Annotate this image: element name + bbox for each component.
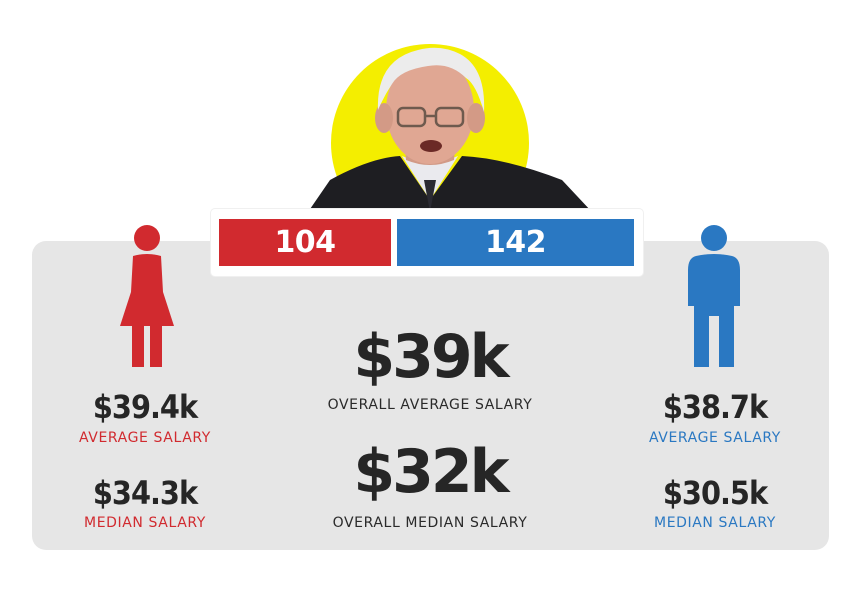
female-median-label: MEDIAN SALARY	[84, 515, 206, 531]
female-average-label: AVERAGE SALARY	[79, 430, 211, 446]
male-average-label: AVERAGE SALARY	[649, 430, 781, 446]
overall-median-value: $32k	[353, 437, 509, 507]
female-median-value: $34.3k	[92, 474, 198, 512]
male-median-label: MEDIAN SALARY	[654, 515, 776, 531]
female-count-bar: 104	[219, 219, 391, 266]
overall-median-label: OVERALL MEDIAN SALARY	[332, 515, 528, 531]
male-average-value: $38.7k	[662, 388, 768, 426]
female-average-value: $39.4k	[92, 388, 198, 426]
male-count: 142	[484, 225, 547, 260]
portrait-photo	[308, 44, 592, 212]
male-person-icon	[688, 225, 740, 367]
female-person-icon	[120, 225, 174, 367]
male-median-value: $30.5k	[662, 474, 768, 512]
female-count: 104	[274, 225, 336, 260]
male-count-bar: 142	[397, 219, 634, 266]
count-bar: 104 142	[211, 209, 643, 276]
overall-average-value: $39k	[353, 322, 509, 392]
overall-average-label: OVERALL AVERAGE SALARY	[327, 397, 533, 413]
